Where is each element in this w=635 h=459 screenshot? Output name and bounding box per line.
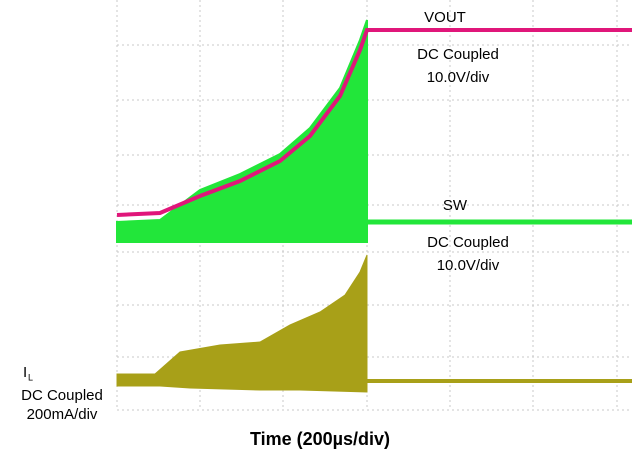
sw-name: SW (443, 197, 468, 214)
il-scale: 200mA/div (27, 406, 98, 423)
vout-name: VOUT (424, 9, 466, 26)
sw-scale: 10.0V/div (437, 257, 500, 274)
vout-coupling: DC Coupled (417, 46, 499, 63)
sw-trace (116, 19, 368, 243)
il-coupling: DC Coupled (21, 387, 103, 404)
il-trace (116, 254, 368, 393)
il-name: I (23, 364, 27, 381)
vout-scale: 10.0V/div (427, 69, 490, 86)
il-subscript: L (28, 372, 33, 382)
vout-trace (116, 28, 632, 217)
x-axis-label: Time (200µs/div) (250, 429, 390, 449)
sw-coupling: DC Coupled (427, 234, 509, 251)
